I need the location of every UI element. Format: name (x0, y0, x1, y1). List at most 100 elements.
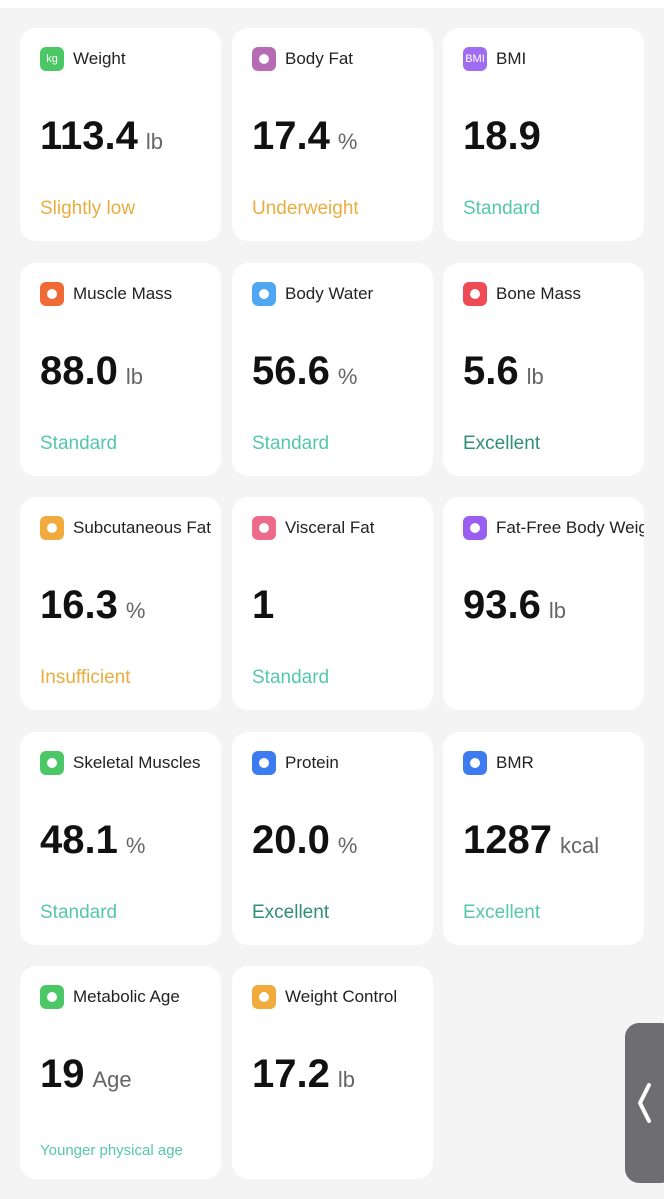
metric-title: Muscle Mass (73, 283, 173, 303)
value-unit: lb (125, 363, 143, 389)
value-unit: lb (145, 129, 164, 154)
metric-status: Younger physical age (40, 1142, 183, 1159)
metric-card[interactable]: Skeletal Muscles 48.1% Standard (20, 731, 221, 945)
metric-status: Insufficient (40, 667, 131, 688)
value-unit: lb (548, 598, 566, 623)
chevron-icon (638, 1083, 651, 1123)
metric-value: 5.6 lb (463, 349, 544, 394)
metric-value: 1 (252, 583, 274, 628)
metric-status: Standard (252, 432, 330, 454)
metric-title: Body Fat (285, 49, 354, 68)
metric-title: Visceral Fat (285, 518, 375, 537)
value-number: 5.6 (463, 348, 519, 393)
metric-card[interactable]: BMI BMI 18.9 Standard (443, 28, 644, 241)
value-unit: % (337, 129, 358, 154)
metric-card[interactable]: Muscle Mass 88.0 lb Standard (20, 262, 221, 476)
metric-icon (40, 985, 64, 1009)
metric-status: Standard (40, 901, 118, 923)
icon-glyph (470, 523, 480, 533)
icon-glyph (47, 757, 57, 768)
metric-card[interactable]: Subcutaneous Fat 16.3% Insufficient (20, 497, 221, 710)
value-unit: kcal (559, 832, 600, 858)
icon-glyph (470, 288, 480, 299)
metric-icon (252, 281, 276, 306)
value-number: 17.2 (252, 1052, 330, 1096)
metric-value: 20.0% (252, 818, 357, 863)
metric-value: 17.4% (252, 114, 357, 159)
metric-value: 113.4 lb (40, 114, 163, 159)
metric-value: 56.6% (252, 349, 357, 394)
metric-value: 88.0 lb (40, 349, 143, 394)
icon-glyph (259, 54, 269, 64)
metric-title: BMR (496, 752, 534, 772)
metric-status: Underweight (252, 198, 359, 219)
metric-title: BMI (496, 49, 527, 68)
icon-glyph (470, 757, 480, 768)
metric-value: 17.2 lb (252, 1052, 355, 1097)
value-number: 56.6 (252, 348, 330, 393)
value-number: 113.4 (40, 114, 138, 158)
metric-title: Body Water (285, 283, 374, 303)
icon-glyph (259, 992, 269, 1002)
metric-value: 18.9 (463, 114, 541, 159)
metric-icon (40, 750, 64, 775)
metric-card[interactable]: Visceral Fat 1 Standard (232, 497, 433, 710)
value-unit: lb (337, 1067, 355, 1092)
icon-text: BMI (465, 53, 485, 65)
metric-title: Protein (285, 752, 339, 772)
metric-card[interactable]: Metabolic Age 19 Age Younger physical age (20, 966, 221, 1179)
metric-icon (252, 47, 276, 71)
metric-card[interactable]: BMR 1287 kcal Excellent (443, 731, 644, 945)
metric-value: 16.3% (40, 583, 145, 628)
value-unit: % (337, 832, 358, 858)
metric-card[interactable]: Bone Mass 5.6 lb Excellent (443, 262, 644, 476)
metric-title: Subcutaneous Fat (73, 518, 211, 537)
icon-glyph (47, 288, 57, 299)
value-unit: % (125, 598, 146, 623)
metric-title: Metabolic Age (73, 987, 180, 1006)
metric-card[interactable]: Protein 20.0% Excellent (232, 731, 433, 945)
metric-icon (463, 750, 487, 775)
metric-status: Standard (40, 432, 118, 454)
value-number: 17.4 (252, 114, 330, 158)
metric-icon (252, 516, 276, 540)
value-number: 88.0 (40, 348, 118, 393)
metric-value: 19 Age (40, 1052, 132, 1097)
metric-title: Weight (73, 49, 126, 68)
metric-icon (463, 516, 487, 540)
metric-status: Slightly low (40, 198, 136, 219)
value-number: 93.6 (463, 583, 541, 627)
metric-status: Standard (252, 667, 330, 688)
metric-card[interactable]: Fat-Free Body Weight 93.6 lb (443, 497, 644, 710)
metric-title: Bone Mass (496, 283, 582, 303)
metric-icon (252, 750, 276, 775)
metric-title: Fat-Free Body Weight (496, 518, 644, 537)
value-unit: Age (92, 1067, 132, 1092)
icon-glyph (259, 288, 269, 299)
value-number: 19 (40, 1052, 85, 1096)
icon-text: kg (46, 53, 58, 65)
value-number: 1 (252, 583, 275, 627)
icon-glyph (259, 757, 269, 768)
metric-value: 93.6 lb (463, 583, 566, 628)
value-number: 20.0 (252, 817, 330, 862)
value-number: 1287 (463, 817, 552, 862)
value-number: 48.1 (40, 817, 118, 862)
value-unit: % (337, 363, 358, 389)
metric-card[interactable]: Body Fat 17.4% Underweight (232, 28, 433, 241)
metric-card[interactable]: Body Water 56.6% Standard (232, 262, 433, 476)
metric-icon (463, 281, 487, 306)
metric-status: Excellent (463, 432, 541, 454)
side-tab[interactable] (625, 1023, 664, 1183)
metric-icon (40, 281, 64, 306)
metric-status: Standard (463, 198, 541, 219)
value-number: 18.9 (463, 114, 541, 158)
metric-icon: BMI (463, 47, 487, 71)
metric-card[interactable]: kg Weight 113.4 lb Slightly low (20, 28, 221, 241)
metric-card[interactable]: Weight Control 17.2 lb (232, 966, 433, 1179)
icon-glyph (259, 523, 269, 533)
metric-title: Weight Control (285, 987, 398, 1006)
metric-status: Excellent (463, 901, 541, 923)
icon-glyph (47, 992, 57, 1002)
